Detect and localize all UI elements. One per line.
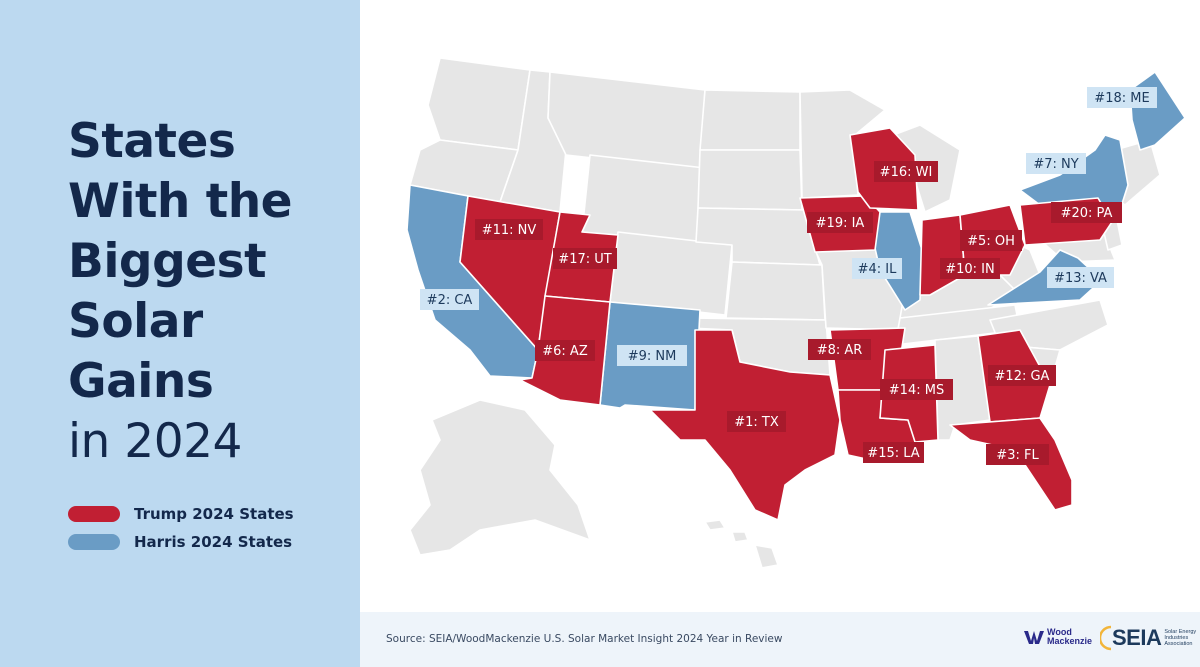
label-text: #10: IN	[945, 262, 995, 277]
label-az: #6: AZ	[535, 340, 595, 361]
label-text: #19: IA	[816, 216, 865, 231]
label-va: #13: VA	[1047, 267, 1114, 288]
label-text: #16: WI	[880, 165, 933, 180]
label-text: #20: PA	[1061, 206, 1113, 221]
label-pa: #20: PA	[1051, 202, 1122, 223]
legend-label: Trump 2024 States	[134, 505, 294, 523]
seia-arc-icon	[1100, 625, 1112, 651]
source-citation: Source: SEIA/WoodMackenzie U.S. Solar Ma…	[386, 633, 783, 645]
title-line: With the	[68, 174, 293, 229]
label-text: #15: LA	[867, 446, 919, 461]
legend-item-trump: Trump 2024 States	[68, 500, 294, 528]
seia-subtitle: Solar Energy Industries Association	[1164, 629, 1197, 647]
label-ar: #8: AR	[808, 339, 871, 360]
title-line: Biggest	[68, 234, 267, 289]
us-map: #1: TX #2: CA #3: FL #4: IL #5: OH #6: A…	[406, 57, 1186, 569]
state-me	[1129, 71, 1186, 151]
label-text: #7: NY	[1033, 157, 1078, 172]
woodmac-logo: Wood Mackenzie	[1024, 628, 1092, 646]
label-text: #1: TX	[734, 415, 779, 430]
label-il: #4: IL	[852, 258, 902, 279]
label-me: #18: ME	[1087, 87, 1157, 108]
woodmac-mark-icon	[1024, 631, 1044, 644]
label-nm: #9: NM	[617, 345, 687, 366]
label-text: #4: IL	[858, 262, 898, 277]
seia-logo: SEIA Solar Energy Industries Association	[1100, 625, 1200, 651]
title-line: in 2024	[68, 414, 242, 469]
woodmac-line2: Mackenzie	[1047, 636, 1093, 646]
left-panel: States With the Biggest Solar Gains in 2…	[0, 0, 360, 667]
label-wi: #16: WI	[874, 161, 938, 182]
legend-item-harris: Harris 2024 States	[68, 528, 294, 556]
label-text: #17: UT	[558, 252, 611, 267]
label-ny: #7: NY	[1026, 153, 1086, 174]
title-line: Solar	[68, 294, 203, 349]
label-text: #18: ME	[1094, 91, 1149, 106]
state-ak	[409, 399, 591, 556]
legend: Trump 2024 States Harris 2024 States	[68, 500, 294, 556]
label-ut: #17: UT	[553, 248, 617, 269]
label-fl: #3: FL	[986, 444, 1049, 465]
state-mt	[547, 71, 706, 171]
seia-wordmark: SEIA	[1112, 625, 1162, 650]
label-text: #9: NM	[628, 349, 677, 364]
state-wa	[427, 57, 531, 151]
label-text: #8: AR	[817, 343, 863, 358]
label-text: #13: VA	[1054, 271, 1107, 286]
label-text: #11: NV	[482, 223, 537, 238]
footer: Source: SEIA/WoodMackenzie U.S. Solar Ma…	[360, 612, 1200, 667]
label-la: #15: LA	[863, 442, 924, 463]
label-text: #12: GA	[995, 369, 1050, 384]
title-line: Gains	[68, 354, 214, 409]
label-oh: #5: OH	[960, 230, 1022, 251]
state-wy	[581, 154, 706, 246]
label-ca: #2: CA	[420, 289, 479, 310]
state-nd	[699, 89, 801, 151]
label-text: #14: MS	[889, 383, 944, 398]
state-ks	[725, 261, 826, 321]
label-text: #2: CA	[427, 293, 473, 308]
legend-swatch-blue	[68, 534, 120, 550]
state-hi	[704, 519, 779, 569]
legend-label: Harris 2024 States	[134, 533, 293, 551]
title-line: States	[68, 114, 236, 169]
label-text: #5: OH	[967, 234, 1015, 249]
label-text: #3: FL	[996, 448, 1039, 463]
woodmac-line1: Wood	[1047, 627, 1072, 637]
page-title: States With the Biggest Solar Gains in 2…	[68, 112, 293, 472]
label-ms: #14: MS	[880, 379, 953, 400]
state-va	[987, 249, 1103, 306]
label-in: #10: IN	[940, 258, 1000, 279]
label-tx: #1: TX	[727, 411, 786, 432]
label-text: #6: AZ	[542, 344, 588, 359]
state-co	[609, 231, 733, 316]
label-nv: #11: NV	[475, 219, 543, 240]
state-labels: #1: TX #2: CA #3: FL #4: IL #5: OH #6: A…	[420, 87, 1157, 465]
label-ia: #19: IA	[807, 212, 873, 233]
woodmac-wordmark: Wood Mackenzie	[1047, 628, 1092, 646]
state-sd	[697, 149, 803, 211]
legend-swatch-red	[68, 506, 120, 522]
label-ga: #12: GA	[988, 365, 1056, 386]
